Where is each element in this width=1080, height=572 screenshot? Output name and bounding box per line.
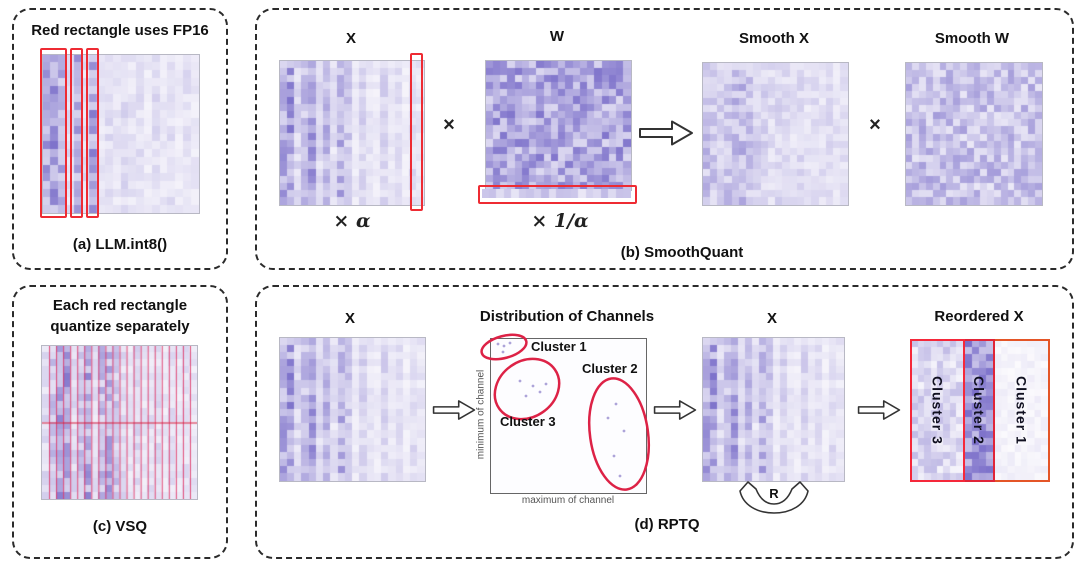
cluster2-label: Cluster 2 bbox=[582, 361, 638, 376]
panel-a-caption: (a) LLM.int8() bbox=[72, 236, 168, 253]
panel-rptq: X Distribution of Channels Cluster 1 Clu… bbox=[255, 285, 1074, 559]
panel-c-caption: (c) VSQ bbox=[92, 518, 148, 535]
panel-c-title-line2: quantize separately bbox=[50, 318, 190, 335]
panel-c-title-line1: Each red rectangle bbox=[52, 297, 188, 314]
x-axis-label: maximum of channel bbox=[521, 495, 615, 506]
reordered-cluster2-label: Cluster 2 bbox=[971, 376, 987, 445]
heatmap-smooth-w bbox=[905, 62, 1043, 206]
heatmap-cluster1 bbox=[995, 341, 1048, 480]
matrix-x-label: X bbox=[345, 30, 356, 47]
multiply-sign-2: × bbox=[869, 114, 881, 136]
reordered-cluster1-block: Cluster 1 bbox=[995, 339, 1050, 482]
panel-a-title: Red rectangle uses FP16 bbox=[31, 22, 209, 39]
right-arrow-icon bbox=[432, 400, 476, 420]
smooth-w-label: Smooth W bbox=[934, 30, 1010, 47]
matrix-dx1-label: X bbox=[344, 310, 355, 327]
heatmap-dx1 bbox=[279, 337, 426, 482]
reorder-icon bbox=[739, 481, 809, 514]
heatmap-w bbox=[485, 60, 632, 191]
heatmap-x bbox=[279, 60, 425, 206]
cluster-ellipses bbox=[480, 333, 651, 491]
matrix-c-wrap bbox=[41, 345, 198, 500]
right-arrow-icon bbox=[857, 400, 901, 420]
panel-vsq: Each red rectangle quantize separately (… bbox=[12, 285, 228, 559]
reordered-cluster3-label: Cluster 3 bbox=[929, 376, 946, 445]
matrix-w-label: W bbox=[549, 28, 565, 45]
reorder-r-label: R bbox=[769, 486, 779, 501]
heatmap-dx2 bbox=[702, 337, 845, 482]
multiply-sign-1: × bbox=[443, 114, 455, 136]
right-arrow-icon bbox=[639, 120, 693, 146]
matrix-bw-wrap bbox=[485, 60, 632, 191]
smooth-x-label: Smooth X bbox=[739, 30, 809, 47]
matrix-bsx-wrap bbox=[702, 62, 849, 206]
cluster1-label: Cluster 1 bbox=[531, 339, 587, 354]
matrix-bsw-wrap bbox=[905, 62, 1043, 206]
reordered-cluster1-label: Cluster 1 bbox=[1013, 376, 1030, 445]
matrix-dx1-wrap bbox=[279, 337, 426, 482]
heatmap-vsq bbox=[41, 345, 198, 500]
matrix-dx2-wrap bbox=[702, 337, 845, 482]
y-axis-label: minimum of channel bbox=[475, 369, 487, 460]
inv-alpha-scale-label: × 1/α bbox=[531, 210, 589, 232]
distribution-title: Distribution of Channels bbox=[479, 308, 655, 325]
reordered-x-matrix: Cluster 3 Cluster 2 Cluster 1 bbox=[910, 339, 1050, 482]
matrix-bx-wrap bbox=[279, 53, 425, 211]
heatmap-smooth-x bbox=[702, 62, 849, 206]
panel-smoothquant: X × W × α × 1/α Smooth X × Smooth W (b) … bbox=[255, 8, 1074, 270]
reordered-cluster3-block: Cluster 3 bbox=[910, 339, 965, 482]
heatmap-a bbox=[42, 54, 200, 214]
heatmap-cluster2 bbox=[965, 341, 993, 480]
matrix-dx2-label: X bbox=[766, 310, 777, 327]
panel-b-caption: (b) SmoothQuant bbox=[620, 244, 744, 261]
cluster3-label: Cluster 3 bbox=[500, 414, 556, 429]
reordered-cluster2-block: Cluster 2 bbox=[965, 339, 995, 482]
reorder-icon-wrap: R bbox=[739, 481, 809, 515]
panel-llm-int8: Red rectangle uses FP16 (a) LLM.int8() bbox=[12, 8, 228, 270]
channel-scatter-plot bbox=[490, 338, 647, 494]
matrix-a-wrap bbox=[40, 48, 200, 218]
heatmap-cluster3 bbox=[912, 341, 963, 480]
panel-d-caption: (d) RPTQ bbox=[634, 516, 700, 533]
right-arrow-icon bbox=[653, 400, 697, 420]
reordered-x-title: Reordered X bbox=[934, 308, 1024, 325]
alpha-scale-label: × α bbox=[333, 210, 371, 232]
